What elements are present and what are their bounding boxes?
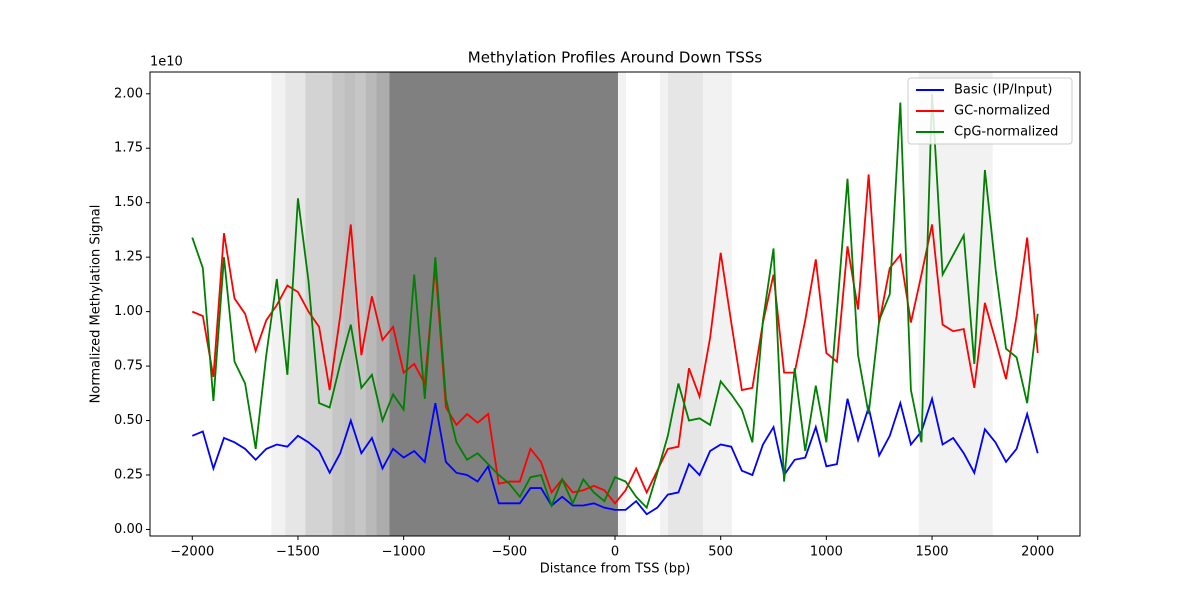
shaded-region [355, 72, 366, 536]
data-line [191, 93, 1039, 510]
data-line [191, 395, 1039, 516]
legend-label: CpG-normalized [954, 125, 1058, 140]
shaded-region [344, 72, 356, 536]
x-axis-label: Distance from TSS (bp) [540, 562, 691, 577]
legend-label: Basic (IP/Input) [954, 83, 1052, 98]
y-tick-label: 1.00 [114, 304, 143, 319]
shaded-region [332, 72, 345, 536]
y-tick-label: 0.75 [114, 359, 143, 374]
x-tick-label: 2000 [1021, 545, 1054, 560]
shaded-region [617, 72, 626, 536]
x-tick-label: −1500 [276, 545, 320, 560]
shaded-region [305, 72, 333, 536]
chart-title: Methylation Profiles Around Down TSSs [468, 49, 763, 67]
x-tick-label: 1000 [810, 545, 843, 560]
y-tick-label: 2.00 [114, 86, 143, 101]
y-tick-label: 1.50 [114, 195, 143, 210]
legend: Basic (IP/Input) GC-normalized CpG-normali… [907, 77, 1073, 145]
y-tick-label: 1.25 [114, 250, 143, 265]
x-tick-label: 500 [708, 545, 733, 560]
shaded-region [660, 72, 669, 536]
data-line [191, 174, 1039, 505]
shaded-region [389, 72, 618, 536]
x-tick-label: −1000 [382, 545, 426, 560]
shaded-region [285, 72, 306, 536]
y-axis-label: Normalized Methylation Signal [89, 205, 104, 404]
y-tick-label: 0.50 [114, 413, 143, 428]
shaded-region [376, 72, 390, 536]
x-tick-label: 1500 [915, 545, 948, 560]
y-tick-label: 0.25 [114, 468, 143, 483]
x-tick-label: 0 [611, 545, 619, 560]
y-offset-label: 1e10 [150, 55, 183, 70]
x-tick-label: −500 [491, 545, 527, 560]
legend-label: GC-normalized [954, 104, 1050, 119]
x-tick-label: −2000 [170, 545, 214, 560]
shaded-region [702, 72, 732, 536]
legend-box [907, 77, 1073, 145]
y-tick-label: 0.00 [114, 522, 143, 537]
y-tick-label: 1.75 [114, 141, 143, 156]
shaded-region [668, 72, 703, 536]
